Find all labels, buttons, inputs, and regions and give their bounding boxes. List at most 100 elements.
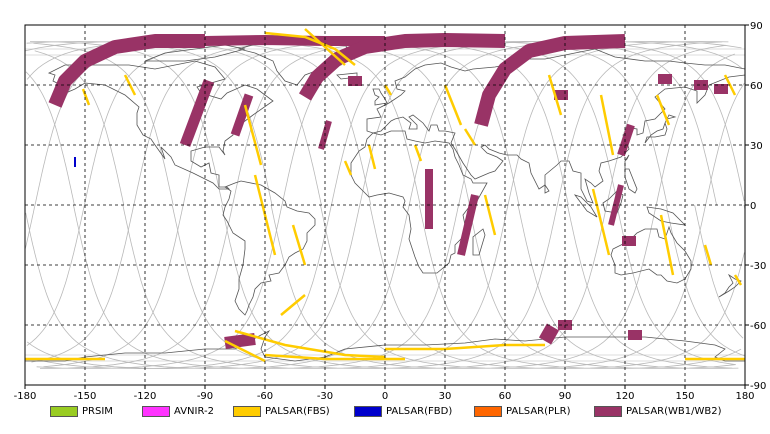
coastline-arctic-islands <box>144 44 246 62</box>
swath-fbs-arc <box>234 329 386 359</box>
swath-wb-strip <box>538 323 560 345</box>
swath-fbs <box>599 94 615 156</box>
swath-wb-strip <box>457 194 479 256</box>
legend-label: PALSAR(WB1/WB2) <box>626 405 722 417</box>
legend-swatch <box>354 405 382 417</box>
legend-swatch <box>474 405 502 417</box>
y-tick-label: 0 <box>750 201 756 212</box>
x-tick-label: -150 <box>74 391 97 402</box>
swath-fbs <box>224 339 266 363</box>
swath-fbs-arc <box>264 353 405 361</box>
x-tick-label: -180 <box>14 391 37 402</box>
coastline-japan <box>644 114 677 144</box>
y-tick-label: -30 <box>750 261 766 272</box>
orbit-track <box>36 40 736 370</box>
x-tick-label: -120 <box>134 391 157 402</box>
x-tick-label: 60 <box>499 391 512 402</box>
swath-fbs <box>547 74 563 116</box>
swath-fbs <box>443 84 463 126</box>
legend-swatch <box>233 405 261 417</box>
swath-wb-box <box>694 80 708 90</box>
legend-label: PALSAR(PLR) <box>506 405 571 417</box>
swath-fbs <box>280 294 306 316</box>
y-tick-label: -60 <box>750 321 766 332</box>
y-tick-label: 90 <box>750 21 763 32</box>
x-tick-label: -90 <box>197 391 213 402</box>
x-tick-label: 150 <box>675 391 694 402</box>
x-tick-label: 180 <box>735 391 754 402</box>
coastline-south-america <box>222 180 316 316</box>
coastline-australia <box>610 225 692 284</box>
swath-fbs <box>413 144 423 162</box>
coastline-antarctica <box>25 329 745 362</box>
swath-fbs <box>367 144 377 170</box>
coastline-north-america <box>47 60 274 190</box>
swath-fbs <box>463 128 477 146</box>
swath-fbs <box>483 194 497 236</box>
swath-wb-box <box>714 84 728 94</box>
swath-fbs <box>253 174 277 256</box>
legend-label: PALSAR(FBS) <box>265 405 330 417</box>
longitude-axis: -180 -150 -120 -90 -60 -30 0 30 60 90 120 150 180 <box>14 385 755 402</box>
y-tick-label: 30 <box>750 141 763 152</box>
coastline-madagascar <box>472 228 486 256</box>
coastline-borneo <box>602 190 624 214</box>
swath-fbs <box>343 160 353 176</box>
swath-wb-strip <box>617 123 635 157</box>
swath-fbs <box>243 104 263 166</box>
legend-label: PALSAR(FBD) <box>386 405 453 417</box>
swath-wb-box <box>658 74 672 84</box>
orbit-track <box>43 40 739 370</box>
orbit-track <box>25 40 735 370</box>
latitude-axis: 90 60 30 0 -30 -60 -90 <box>745 21 766 392</box>
graticule-grid <box>25 25 745 385</box>
legend-swatch <box>142 405 170 417</box>
legend-label: AVNIR-2 <box>174 405 214 417</box>
x-tick-label: 30 <box>439 391 452 402</box>
coastline-british-isles <box>372 88 388 106</box>
swath-fbs <box>703 244 713 266</box>
x-tick-label: -30 <box>317 391 333 402</box>
swath-wb-box <box>554 90 568 100</box>
orbit-track <box>26 40 745 370</box>
swath-fbs <box>304 28 346 66</box>
swath-wb-box <box>622 236 636 246</box>
swath-fbs <box>659 214 675 276</box>
legend-swatch <box>594 405 622 417</box>
legend-item-prsim: PRSIM <box>50 404 113 418</box>
y-tick-label: -90 <box>750 381 766 392</box>
y-tick-label: 60 <box>750 81 763 92</box>
orbit-track <box>31 40 735 370</box>
orbit-track <box>35 40 745 370</box>
legend-item-palsar-wb: PALSAR(WB1/WB2) <box>594 404 722 418</box>
swath-fbs-arc <box>264 31 356 66</box>
legend-swatch <box>50 405 78 417</box>
swath-wb-polar <box>204 35 385 46</box>
swath-fbs-arc <box>385 343 545 351</box>
swath-fbs <box>733 274 743 286</box>
x-tick-label: 0 <box>382 391 388 402</box>
coastline-sri-lanka <box>544 183 550 194</box>
x-tick-label: 90 <box>559 391 572 402</box>
swath-fbs <box>291 224 307 266</box>
legend-item-palsar-plr: PALSAR(PLR) <box>474 404 570 418</box>
x-tick-label: 120 <box>615 391 634 402</box>
legend: PRSIM AVNIR-2 PALSAR(FBS) PALSAR(FBD) PA… <box>0 398 770 424</box>
swath-wb-box <box>628 330 642 340</box>
orbit-track <box>26 40 745 370</box>
swath-fbs <box>655 94 671 126</box>
swath-fbs <box>591 188 611 256</box>
legend-label: PRSIM <box>82 405 113 417</box>
orbit-track <box>26 40 742 370</box>
swath-wb-box <box>348 76 362 86</box>
legend-item-palsar-fbs: PALSAR(FBS) <box>233 404 330 418</box>
swath-wb-polar <box>474 34 626 127</box>
orbit-track <box>39 40 733 369</box>
coastline-sumatra <box>573 194 598 218</box>
legend-item-avnir2: AVNIR-2 <box>142 404 214 418</box>
x-tick-label: -60 <box>257 391 273 402</box>
swath-fbs <box>81 88 91 106</box>
legend-item-palsar-fbd: PALSAR(FBD) <box>354 404 452 418</box>
